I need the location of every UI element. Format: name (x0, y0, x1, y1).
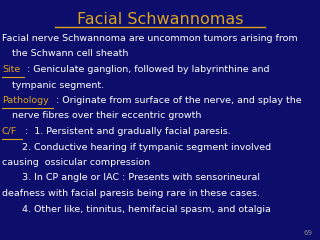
Text: 4. Other like, tinnitus, hemifacial spasm, and otalgia: 4. Other like, tinnitus, hemifacial spas… (22, 204, 271, 214)
Text: :  1. Persistent and gradually facial paresis.: : 1. Persistent and gradually facial par… (22, 127, 231, 136)
Text: Facial Schwannomas: Facial Schwannomas (77, 12, 243, 27)
Text: nerve fibres over their eccentric growth: nerve fibres over their eccentric growth (12, 112, 201, 120)
Text: causing  ossicular compression: causing ossicular compression (2, 158, 150, 167)
Text: the Schwann cell sheath: the Schwann cell sheath (12, 49, 128, 59)
Text: C/F: C/F (2, 127, 17, 136)
Text: Pathology: Pathology (2, 96, 49, 105)
Text: Facial nerve Schwannoma are uncommon tumors arising from: Facial nerve Schwannoma are uncommon tum… (2, 34, 298, 43)
Text: Site: Site (2, 65, 20, 74)
Text: 2. Conductive hearing if tympanic segment involved: 2. Conductive hearing if tympanic segmen… (22, 143, 271, 151)
Text: : Geniculate ganglion, followed by labyrinthine and: : Geniculate ganglion, followed by labyr… (24, 65, 269, 74)
Text: : Originate from surface of the nerve, and splay the: : Originate from surface of the nerve, a… (53, 96, 302, 105)
Text: 69: 69 (304, 230, 313, 236)
Text: tympanic segment.: tympanic segment. (12, 80, 104, 90)
Text: deafness with facial paresis being rare in these cases.: deafness with facial paresis being rare … (2, 189, 260, 198)
Text: 3. In CP angle or IAC : Presents with sensorineural: 3. In CP angle or IAC : Presents with se… (22, 174, 260, 182)
